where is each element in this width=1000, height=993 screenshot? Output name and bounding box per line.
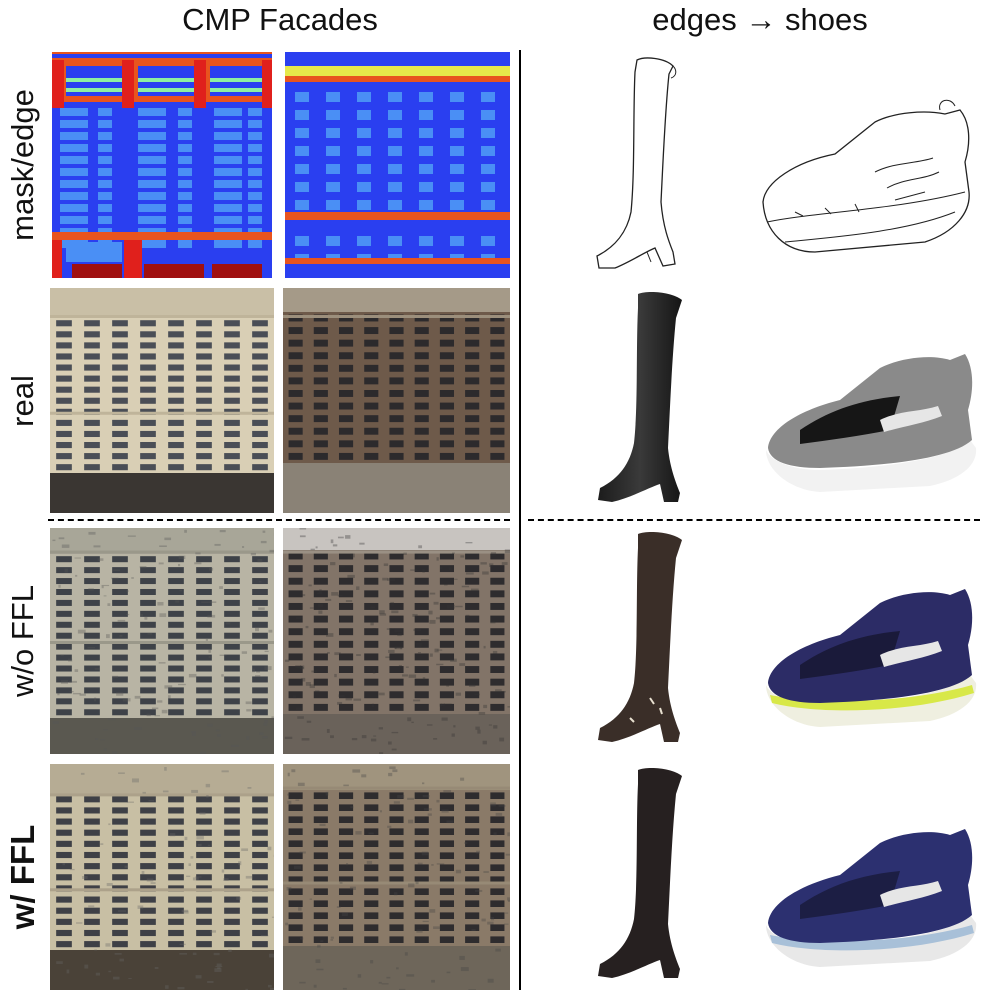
shoes-column-header: edges → shoes — [640, 2, 880, 38]
column-divider — [519, 50, 521, 990]
facade-real-1 — [50, 288, 274, 513]
sneaker-edge-sketch — [755, 92, 980, 272]
sneaker-without-ffl — [760, 575, 982, 745]
sneaker-with-ffl — [760, 815, 982, 985]
facade-mask-1 — [52, 52, 272, 278]
dashed-divider-right — [528, 519, 980, 521]
facade-with-ffl-2 — [283, 764, 510, 990]
facade-without-ffl-1 — [50, 528, 274, 754]
row-label-with-ffl: w/ FFL — [0, 764, 46, 990]
sneaker-real-photo — [760, 340, 982, 508]
facade-mask-2 — [285, 52, 510, 278]
boot-real-photo — [590, 288, 700, 513]
facade-real-2 — [283, 288, 510, 513]
row-label-real: real — [0, 288, 46, 514]
boot-edge-sketch — [585, 52, 695, 278]
boot-without-ffl — [590, 528, 700, 754]
row-label-without-ffl: w/o FFL — [0, 528, 46, 754]
dashed-divider-left — [48, 519, 510, 521]
facades-column-header: CMP Facades — [170, 2, 390, 38]
facade-with-ffl-1 — [50, 764, 274, 990]
boot-with-ffl — [590, 764, 700, 990]
facade-without-ffl-2 — [283, 528, 510, 754]
row-label-mask-edge: mask/edge — [0, 52, 46, 278]
